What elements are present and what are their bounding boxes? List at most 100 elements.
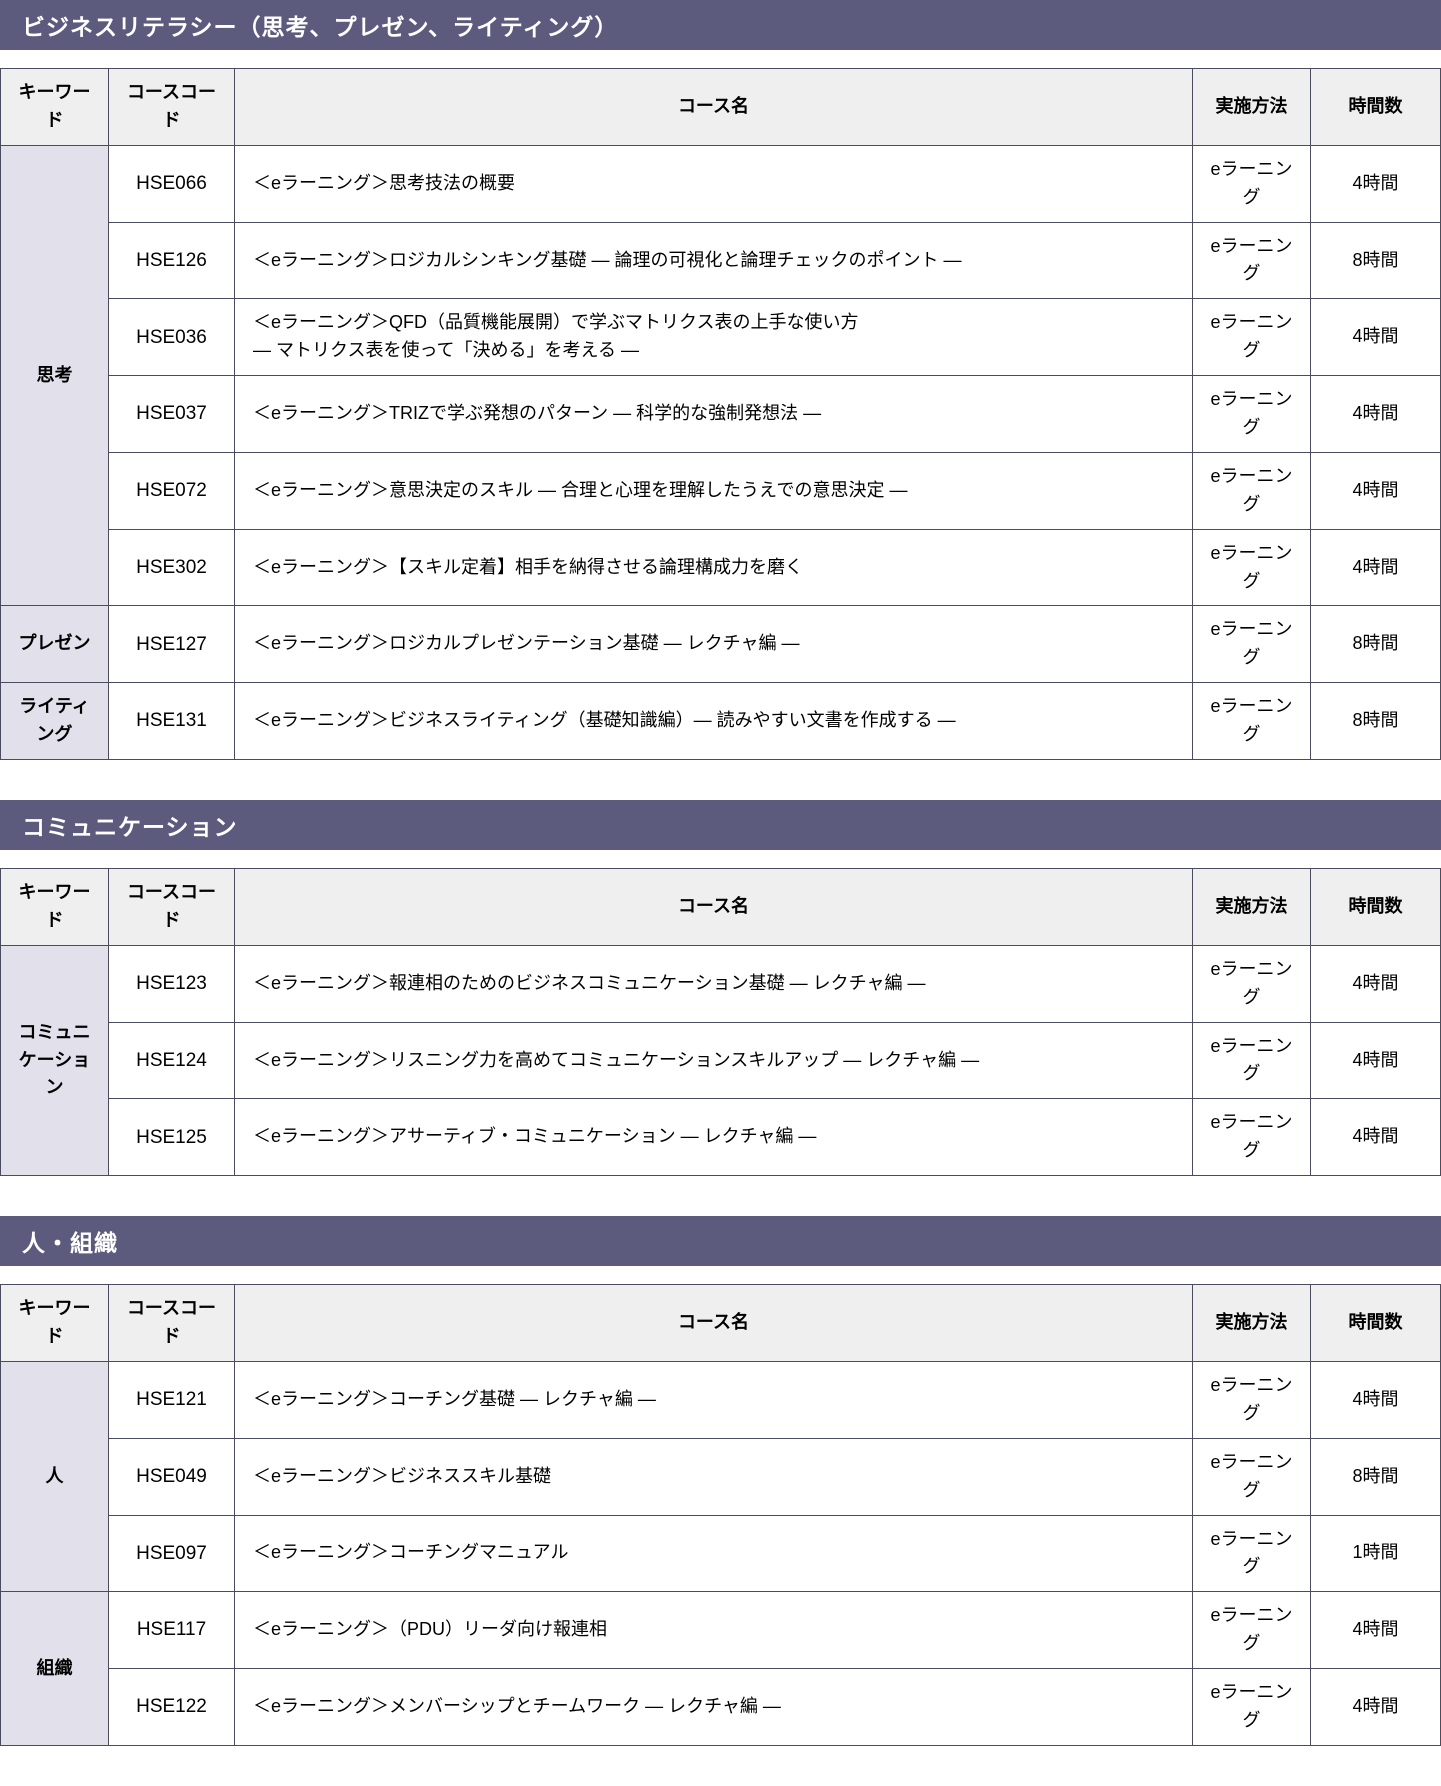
course-method: eラーニング bbox=[1193, 945, 1311, 1022]
course-method: eラーニング bbox=[1193, 529, 1311, 606]
section-title: ビジネスリテラシー（思考、プレゼン、ライティング） bbox=[0, 0, 1441, 50]
col-method: 実施方法 bbox=[1193, 69, 1311, 146]
course-name: ＜eラーニング＞ロジカルシンキング基礎 ― 論理の可視化と論理チェックのポイント… bbox=[235, 222, 1193, 299]
course-table: キーワードコースコードコース名実施方法時間数コミュニケーションHSE123＜eラ… bbox=[0, 868, 1441, 1176]
course-method: eラーニング bbox=[1193, 1099, 1311, 1176]
course-hours: 4時間 bbox=[1311, 299, 1441, 376]
table-row: HSE126＜eラーニング＞ロジカルシンキング基礎 ― 論理の可視化と論理チェッ… bbox=[1, 222, 1441, 299]
course-hours: 4時間 bbox=[1311, 1099, 1441, 1176]
course-code: HSE124 bbox=[109, 1022, 235, 1099]
col-method: 実施方法 bbox=[1193, 869, 1311, 946]
course-hours: 8時間 bbox=[1311, 222, 1441, 299]
table-row: 組織HSE117＜eラーニング＞（PDU）リーダ向け報連相eラーニング4時間 bbox=[1, 1592, 1441, 1669]
course-code: HSE036 bbox=[109, 299, 235, 376]
course-code: HSE117 bbox=[109, 1592, 235, 1669]
col-code: コースコード bbox=[109, 69, 235, 146]
course-code: HSE037 bbox=[109, 376, 235, 453]
course-hours: 4時間 bbox=[1311, 1022, 1441, 1099]
course-hours: 4時間 bbox=[1311, 945, 1441, 1022]
course-table: キーワードコースコードコース名実施方法時間数人HSE121＜eラーニング＞コーチ… bbox=[0, 1284, 1441, 1746]
col-method: 実施方法 bbox=[1193, 1285, 1311, 1362]
course-name: ＜eラーニング＞コーチング基礎 ― レクチャ編 ― bbox=[235, 1361, 1193, 1438]
course-hours: 4時間 bbox=[1311, 1669, 1441, 1746]
course-method: eラーニング bbox=[1193, 606, 1311, 683]
keyword-cell: コミュニケーション bbox=[1, 945, 109, 1175]
col-code: コースコード bbox=[109, 1285, 235, 1362]
section: コミュニケーションキーワードコースコードコース名実施方法時間数コミュニケーション… bbox=[0, 800, 1441, 1176]
course-hours: 4時間 bbox=[1311, 145, 1441, 222]
col-name: コース名 bbox=[235, 69, 1193, 146]
course-hours: 8時間 bbox=[1311, 606, 1441, 683]
course-code: HSE072 bbox=[109, 452, 235, 529]
course-name: ＜eラーニング＞思考技法の概要 bbox=[235, 145, 1193, 222]
course-name: ＜eラーニング＞意思決定のスキル ― 合理と心理を理解したうえでの意思決定 ― bbox=[235, 452, 1193, 529]
keyword-cell: 組織 bbox=[1, 1592, 109, 1746]
keyword-cell: ライティング bbox=[1, 683, 109, 760]
course-name: ＜eラーニング＞リスニング力を高めてコミュニケーションスキルアップ ― レクチャ… bbox=[235, 1022, 1193, 1099]
course-method: eラーニング bbox=[1193, 452, 1311, 529]
course-code: HSE097 bbox=[109, 1515, 235, 1592]
col-hours: 時間数 bbox=[1311, 869, 1441, 946]
course-method: eラーニング bbox=[1193, 1022, 1311, 1099]
table-row: コミュニケーションHSE123＜eラーニング＞報連相のためのビジネスコミュニケー… bbox=[1, 945, 1441, 1022]
course-hours: 4時間 bbox=[1311, 376, 1441, 453]
course-hours: 4時間 bbox=[1311, 1361, 1441, 1438]
col-name: コース名 bbox=[235, 869, 1193, 946]
course-name: ＜eラーニング＞アサーティブ・コミュニケーション ― レクチャ編 ― bbox=[235, 1099, 1193, 1176]
table-row: HSE124＜eラーニング＞リスニング力を高めてコミュニケーションスキルアップ … bbox=[1, 1022, 1441, 1099]
table-row: HSE302＜eラーニング＞【スキル定着】相手を納得させる論理構成力を磨くeラー… bbox=[1, 529, 1441, 606]
table-row: HSE125＜eラーニング＞アサーティブ・コミュニケーション ― レクチャ編 ―… bbox=[1, 1099, 1441, 1176]
course-name: ＜eラーニング＞メンバーシップとチームワーク ― レクチャ編 ― bbox=[235, 1669, 1193, 1746]
table-row: 思考HSE066＜eラーニング＞思考技法の概要eラーニング4時間 bbox=[1, 145, 1441, 222]
course-method: eラーニング bbox=[1193, 299, 1311, 376]
course-code: HSE066 bbox=[109, 145, 235, 222]
course-method: eラーニング bbox=[1193, 222, 1311, 299]
table-row: HSE049＜eラーニング＞ビジネススキル基礎eラーニング8時間 bbox=[1, 1438, 1441, 1515]
table-row: HSE097＜eラーニング＞コーチングマニュアルeラーニング1時間 bbox=[1, 1515, 1441, 1592]
keyword-cell: プレゼン bbox=[1, 606, 109, 683]
table-row: ライティングHSE131＜eラーニング＞ビジネスライティング（基礎知識編）― 読… bbox=[1, 683, 1441, 760]
course-code: HSE123 bbox=[109, 945, 235, 1022]
course-method: eラーニング bbox=[1193, 145, 1311, 222]
col-code: コースコード bbox=[109, 869, 235, 946]
course-method: eラーニング bbox=[1193, 1361, 1311, 1438]
table-row: HSE037＜eラーニング＞TRIZで学ぶ発想のパターン ― 科学的な強制発想法… bbox=[1, 376, 1441, 453]
table-header-row: キーワードコースコードコース名実施方法時間数 bbox=[1, 69, 1441, 146]
table-row: 人HSE121＜eラーニング＞コーチング基礎 ― レクチャ編 ―eラーニング4時… bbox=[1, 1361, 1441, 1438]
table-header-row: キーワードコースコードコース名実施方法時間数 bbox=[1, 869, 1441, 946]
course-method: eラーニング bbox=[1193, 683, 1311, 760]
course-name: ＜eラーニング＞コーチングマニュアル bbox=[235, 1515, 1193, 1592]
course-method: eラーニング bbox=[1193, 1515, 1311, 1592]
course-name: ＜eラーニング＞QFD（品質機能展開）で学ぶマトリクス表の上手な使い方― マトリ… bbox=[235, 299, 1193, 376]
table-row: プレゼンHSE127＜eラーニング＞ロジカルプレゼンテーション基礎 ― レクチャ… bbox=[1, 606, 1441, 683]
course-method: eラーニング bbox=[1193, 1669, 1311, 1746]
keyword-cell: 人 bbox=[1, 1361, 109, 1591]
col-hours: 時間数 bbox=[1311, 1285, 1441, 1362]
course-hours: 8時間 bbox=[1311, 683, 1441, 760]
col-keyword: キーワード bbox=[1, 1285, 109, 1362]
course-code: HSE125 bbox=[109, 1099, 235, 1176]
col-keyword: キーワード bbox=[1, 869, 109, 946]
course-hours: 4時間 bbox=[1311, 452, 1441, 529]
course-method: eラーニング bbox=[1193, 1592, 1311, 1669]
course-hours: 4時間 bbox=[1311, 1592, 1441, 1669]
course-hours: 1時間 bbox=[1311, 1515, 1441, 1592]
course-code: HSE302 bbox=[109, 529, 235, 606]
course-name: ＜eラーニング＞ビジネスライティング（基礎知識編）― 読みやすい文書を作成する … bbox=[235, 683, 1193, 760]
col-name: コース名 bbox=[235, 1285, 1193, 1362]
col-hours: 時間数 bbox=[1311, 69, 1441, 146]
course-name: ＜eラーニング＞（PDU）リーダ向け報連相 bbox=[235, 1592, 1193, 1669]
keyword-cell: 思考 bbox=[1, 145, 109, 606]
course-name: ＜eラーニング＞報連相のためのビジネスコミュニケーション基礎 ― レクチャ編 ― bbox=[235, 945, 1193, 1022]
course-code: HSE049 bbox=[109, 1438, 235, 1515]
course-method: eラーニング bbox=[1193, 1438, 1311, 1515]
course-catalog: ビジネスリテラシー（思考、プレゼン、ライティング）キーワードコースコードコース名… bbox=[0, 0, 1441, 1746]
table-header-row: キーワードコースコードコース名実施方法時間数 bbox=[1, 1285, 1441, 1362]
course-name: ＜eラーニング＞TRIZで学ぶ発想のパターン ― 科学的な強制発想法 ― bbox=[235, 376, 1193, 453]
course-code: HSE127 bbox=[109, 606, 235, 683]
course-name: ＜eラーニング＞ビジネススキル基礎 bbox=[235, 1438, 1193, 1515]
table-row: HSE122＜eラーニング＞メンバーシップとチームワーク ― レクチャ編 ―eラ… bbox=[1, 1669, 1441, 1746]
course-code: HSE131 bbox=[109, 683, 235, 760]
course-code: HSE122 bbox=[109, 1669, 235, 1746]
course-hours: 4時間 bbox=[1311, 529, 1441, 606]
